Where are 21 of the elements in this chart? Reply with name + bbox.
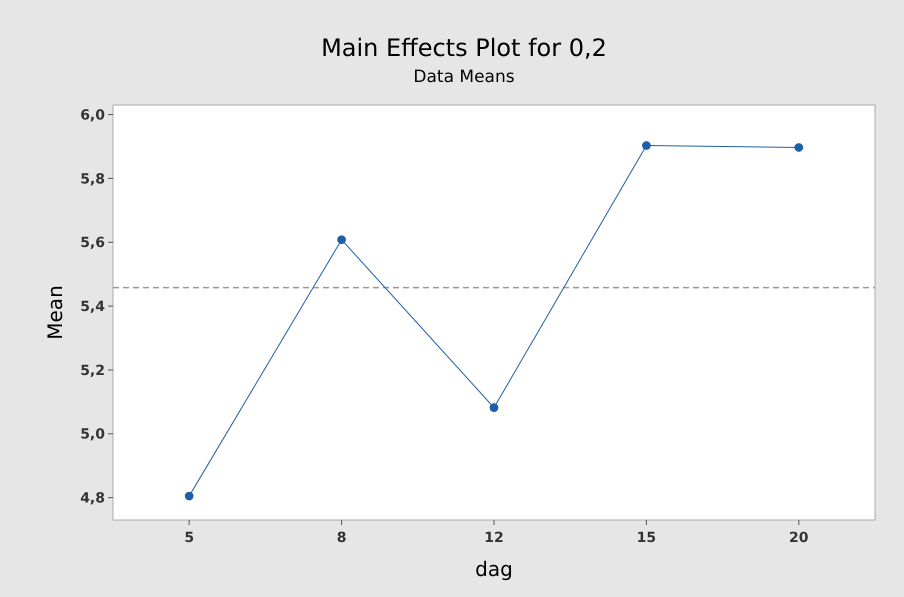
y-tick-label: 4,8 [80, 490, 105, 507]
x-tick-label: 20 [789, 530, 809, 546]
point [490, 403, 498, 412]
point [337, 235, 346, 244]
y-tick-label: 5,6 [80, 235, 105, 252]
x-tick-label: 8 [336, 530, 346, 546]
y-tick-label: 6,0 [80, 107, 106, 124]
x-tick-label: 5 [184, 530, 194, 546]
x-tick-label: 12 [484, 530, 504, 546]
point [184, 492, 194, 500]
y-tick-label: 5,8 [80, 171, 105, 188]
point [642, 141, 651, 150]
chart-title: Main Effects Plot for 0,2 [321, 34, 607, 62]
y-tick-label: 5,0 [80, 426, 106, 443]
y-axis-title: Mean [43, 285, 67, 340]
y-tick-label: 5,2 [80, 362, 105, 379]
y-tick-label: 5,4 [80, 299, 106, 316]
point [794, 143, 804, 152]
x-axis-title: dag [475, 557, 513, 581]
chart-subtitle: Data Means [413, 67, 515, 87]
x-tick-label: 15 [636, 530, 656, 546]
